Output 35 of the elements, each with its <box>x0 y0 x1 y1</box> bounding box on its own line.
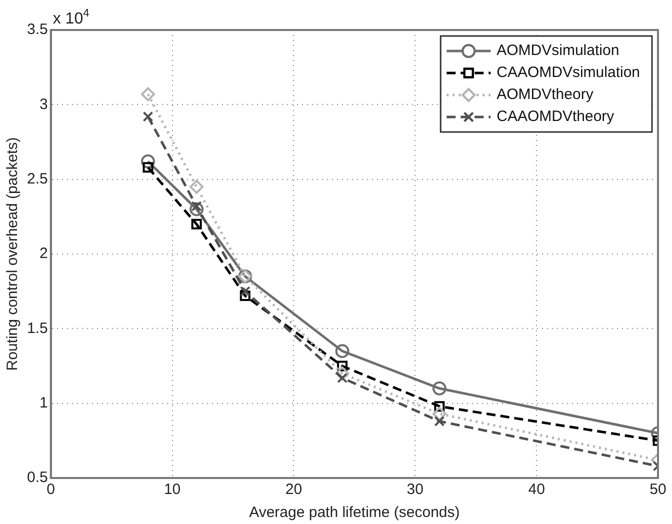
point <box>140 154 155 168</box>
x-tick-label: 30 <box>406 481 424 498</box>
y-tick-label: 0.5 <box>26 469 48 486</box>
x-tick-label: 50 <box>650 481 666 498</box>
legend-label: AOMDVtheory <box>496 86 594 104</box>
y-tick-label: 2 <box>40 245 48 262</box>
x-tick-label: 10 <box>164 481 181 498</box>
point <box>434 416 445 426</box>
point <box>432 381 446 396</box>
point <box>190 180 204 194</box>
x-tick-label: 40 <box>528 481 545 498</box>
point <box>240 286 250 297</box>
point <box>142 162 154 173</box>
point <box>335 366 350 380</box>
y-tick-label: 3 <box>40 96 48 113</box>
point <box>432 406 446 421</box>
point <box>337 360 348 372</box>
legend-label: CAAOMDVsimulation <box>496 64 640 82</box>
x-tick-label: 20 <box>285 481 302 498</box>
point <box>191 218 202 230</box>
point <box>190 202 204 216</box>
legend-label: CAAOMDVtheory <box>496 108 615 126</box>
x-tick-label: 0 <box>46 481 56 498</box>
point <box>240 290 250 302</box>
point <box>140 87 155 102</box>
point <box>335 344 350 358</box>
point <box>142 111 154 122</box>
y-tick-label: 2.5 <box>26 170 48 188</box>
point <box>434 401 445 412</box>
y-axis-title: Routing control overhead (packets) <box>4 137 22 371</box>
y-tick-label: 1 <box>40 394 48 412</box>
y-tick-label: 1.5 <box>26 320 48 337</box>
legend-label: AOMDVsimulation <box>496 42 620 60</box>
x-axis-title: Average path lifetime (seconds) <box>249 504 460 522</box>
y-tick-label: 3.5 <box>26 21 48 38</box>
